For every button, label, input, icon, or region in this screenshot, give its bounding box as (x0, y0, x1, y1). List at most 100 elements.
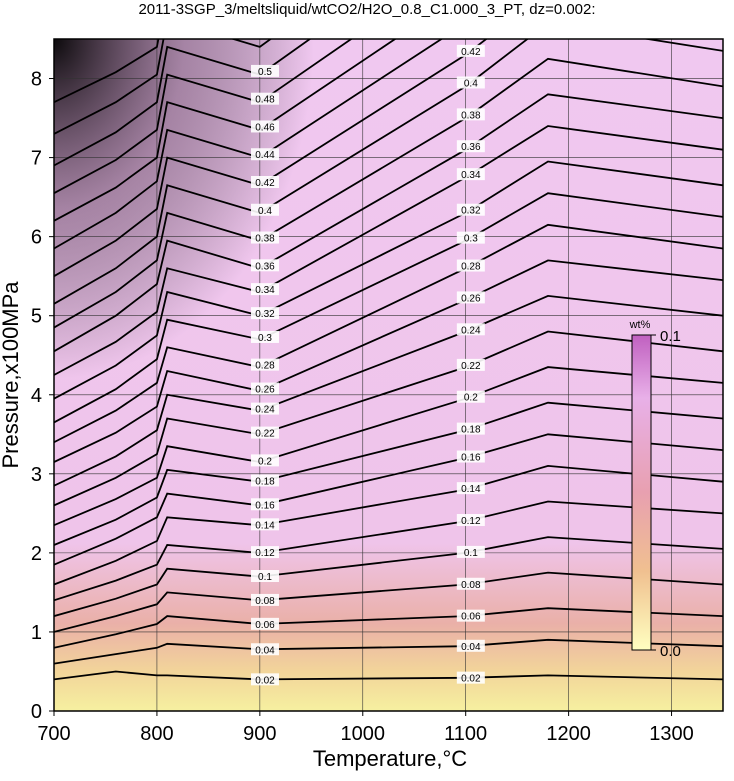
y-tick-label: 8 (31, 69, 42, 91)
contour-line (54, 259, 723, 463)
contour-label-bg (250, 454, 279, 467)
contour-label: 0.24 (461, 325, 481, 336)
plot-frame (53, 38, 724, 712)
contour-label: 0.16 (255, 500, 275, 511)
contour-label-bg (456, 203, 485, 216)
contour-label: 0.38 (255, 234, 275, 245)
contour-label: 0.48 (255, 95, 275, 106)
contour-label: 0.42 (255, 178, 275, 189)
contour-label: 0.5 (258, 67, 272, 78)
contour-label: 0.28 (461, 262, 481, 273)
contour-label: 0.08 (461, 580, 481, 591)
contour-label: 0.12 (461, 516, 481, 527)
contour-label-bg (456, 108, 485, 121)
contour-label-bg (250, 259, 279, 272)
y-tick-label: 7 (31, 148, 42, 170)
contour-label-bg (250, 203, 279, 216)
contour-label-bg (456, 140, 485, 153)
contour-label-bg (456, 168, 485, 181)
contour-label: 0.36 (255, 261, 275, 272)
y-tick-label: 5 (31, 306, 42, 328)
x-tick-label: 900 (243, 723, 276, 745)
contour-label: 0.42 (461, 47, 481, 58)
contour-label-bg (250, 148, 279, 161)
contour-label-bg (250, 330, 279, 343)
colorbar-tick-label: 0.0 (660, 643, 681, 660)
contour-line (54, 39, 444, 250)
contour-label-bg (456, 323, 485, 336)
contour-label-bg (250, 474, 279, 487)
contour-line (54, 294, 723, 487)
contour-label: 0.18 (255, 476, 275, 487)
y-tick-label: 3 (31, 464, 42, 486)
contour-label: 0.22 (255, 429, 275, 440)
contour-label-bg (250, 120, 279, 133)
contour-label: 0.26 (461, 293, 481, 304)
contour-label: 0.06 (255, 620, 275, 631)
contour-line (54, 536, 723, 617)
colorbar-label: wt% (629, 319, 651, 331)
contour-label-bg (250, 617, 279, 630)
contour-label-bg (250, 283, 279, 296)
y-axis-label: Pressure,x100MPa (0, 281, 23, 469)
contour-line (54, 39, 273, 135)
y-tick-label: 1 (31, 622, 42, 644)
contour-line (54, 39, 353, 194)
contour-label: 0.28 (255, 361, 275, 372)
contour-label-bg (250, 546, 279, 559)
contour-label: 0.38 (461, 110, 481, 121)
contour-label: 0.16 (461, 453, 481, 464)
x-tick-label: 700 (37, 723, 70, 745)
contour-label-bg (250, 307, 279, 320)
contour-label: 0.18 (461, 425, 481, 436)
contour-label: 0.3 (258, 333, 272, 344)
contour-label-bg (250, 382, 279, 395)
contour-label-bg (250, 673, 279, 686)
contour-line (54, 500, 723, 602)
contour-label-bg (456, 514, 485, 527)
contour-label: 0.32 (255, 309, 275, 320)
contour-label: 0.04 (461, 642, 481, 653)
x-tick-label: 800 (140, 723, 173, 745)
contour-label-bg (250, 64, 279, 77)
contour-label: 0.12 (255, 548, 275, 559)
contour-label: 0.26 (255, 385, 275, 396)
colorbar-tick-label: 0.1 (660, 328, 681, 345)
contour-label-bg (456, 358, 485, 371)
contour-label: 0.14 (255, 520, 275, 531)
contour-label: 0.2 (258, 456, 272, 467)
contour-label-bg (456, 450, 485, 463)
contour-label-bg (250, 358, 279, 371)
contour-label-bg (250, 426, 279, 439)
contour-label-bg (456, 422, 485, 435)
contour-label: 0.2 (464, 393, 478, 404)
y-tick-label: 4 (31, 385, 42, 407)
contour-line (54, 638, 723, 665)
x-tick-label: 1100 (444, 723, 487, 745)
contour-label: 0.4 (258, 206, 272, 217)
contour-label-bg (456, 76, 485, 89)
y-tick-label: 0 (31, 701, 42, 723)
contour-line (54, 125, 723, 376)
x-tick-label: 1200 (546, 723, 591, 745)
contour-label-bg (250, 402, 279, 415)
contour-label: 0.06 (461, 612, 481, 623)
contour-label: 0.36 (461, 142, 481, 153)
contour-label: 0.46 (255, 122, 275, 133)
contour-line (54, 39, 397, 222)
contour-label-bg (250, 593, 279, 606)
contour-line (54, 39, 723, 305)
contour-label-bg (250, 175, 279, 188)
contour-label-bg (250, 498, 279, 511)
contour-label-bg (250, 231, 279, 244)
contour-label-bg (456, 609, 485, 622)
contour-line (54, 223, 723, 444)
contour-line (54, 464, 723, 586)
colorbar (631, 334, 652, 651)
contour-line (54, 330, 723, 507)
contour-label: 0.02 (461, 674, 481, 685)
x-tick-label: 1300 (649, 723, 694, 745)
contour-label-bg (456, 671, 485, 684)
contour-line (54, 571, 723, 633)
contour-label: 0.34 (255, 285, 275, 296)
